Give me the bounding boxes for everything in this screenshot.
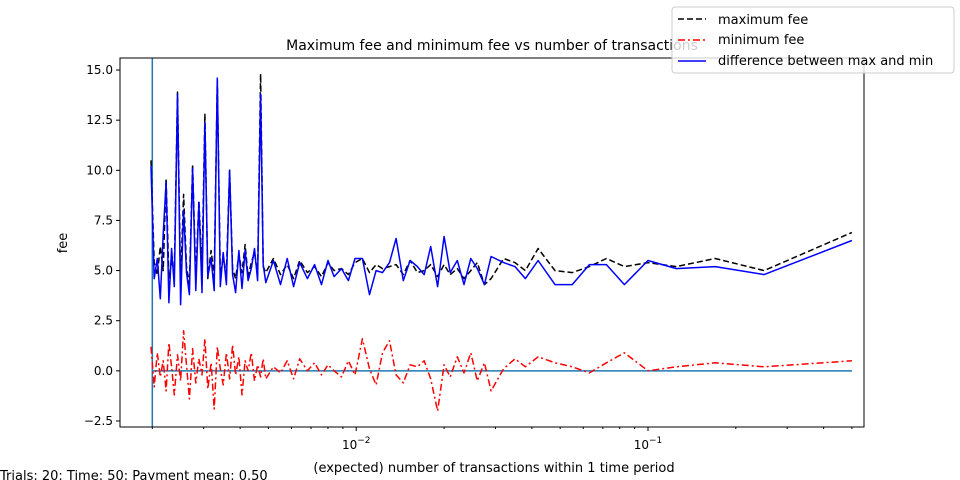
series-line-minimum-fee <box>150 329 852 412</box>
legend-label-maximum-fee: maximum fee <box>718 13 808 28</box>
x-tick-label: 10−2 <box>342 436 371 452</box>
legend-label-minimum-fee: minimum fee <box>718 33 804 48</box>
y-tick-label: 10.0 <box>86 163 113 177</box>
x-axis-label: (expected) number of transactions within… <box>313 461 674 476</box>
series-line-difference-between-max-and-min <box>150 77 853 306</box>
y-tick-label: 12.5 <box>86 113 113 127</box>
y-tick-label: 0.0 <box>94 364 113 378</box>
legend-label-difference: difference between max and min <box>718 54 933 69</box>
footer-text: Trials: 20: Time: 50: Payment mean: 0.50 <box>0 469 268 480</box>
chart-title: Maximum fee and minimum fee vs number of… <box>286 38 698 54</box>
y-axis-ticks: −2.5 0.0 2.5 5.0 7.5 10.0 12.5 15.0 <box>84 63 120 428</box>
x-tick-label: 10−1 <box>634 436 663 452</box>
axes-frame <box>119 57 865 428</box>
y-tick-label: 5.0 <box>94 264 113 278</box>
y-tick-label: 15.0 <box>86 63 113 77</box>
y-tick-label: −2.5 <box>84 414 113 428</box>
legend: maximum fee minimum fee difference betwe… <box>671 6 955 74</box>
series-line-maximum-fee <box>150 73 853 286</box>
legend-box <box>671 6 955 74</box>
series-layer <box>150 73 853 412</box>
y-tick-label: 7.5 <box>94 213 113 227</box>
y-tick-label: 2.5 <box>94 314 113 328</box>
x-axis-ticks: 10−2 10−1 <box>151 427 853 452</box>
y-axis-label: fee <box>56 233 71 254</box>
